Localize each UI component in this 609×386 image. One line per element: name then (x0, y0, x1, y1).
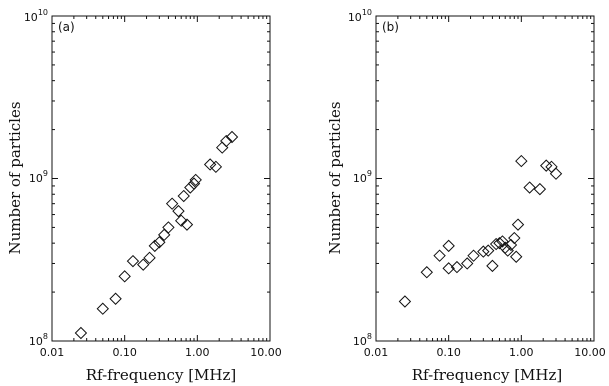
y-axis-label: Number of particles (6, 101, 24, 254)
data-point-diamond (109, 292, 122, 305)
data-point-diamond (467, 249, 480, 262)
x-tick-label-10.00: 10.00 (574, 346, 606, 359)
data-point-diamond (509, 250, 523, 263)
x-tick-labels: 0.01 0.10 1.00 10.00 (40, 346, 282, 359)
y-tick-label-1e10: 1010 (24, 8, 48, 24)
data-point-diamond (398, 295, 412, 308)
y-tick-label-1e9: 109 (353, 169, 372, 185)
data-point-diamond (545, 160, 558, 174)
y-ticks (52, 22, 270, 342)
y-tick-labels: 108 109 1010 (24, 8, 48, 348)
data-point-diamond (189, 173, 202, 187)
plot-frame (375, 15, 595, 342)
x-axis-label: Rf-frequency [MHz] (86, 366, 236, 384)
data-point-diamond (184, 181, 197, 194)
data-point-diamond (511, 218, 525, 231)
x-ticks (51, 16, 268, 341)
x-axis-label: Rf-frequency [MHz] (412, 366, 562, 384)
data-point-diamond (481, 244, 495, 257)
data-point-diamond (177, 189, 190, 203)
data-point-diamond (165, 197, 179, 210)
x-tick-label-10.00: 10.00 (250, 346, 282, 359)
x-ticks (375, 16, 592, 341)
data-point-diamond (220, 134, 233, 148)
data-point-diamond (157, 228, 171, 242)
data-point-diamond (162, 221, 175, 234)
data-point-diamond (137, 258, 150, 271)
data-points (74, 130, 239, 340)
data-point-diamond (143, 251, 156, 265)
data-point-diamond (225, 130, 239, 144)
data-point-diamond (209, 160, 223, 174)
data-point-diamond (477, 245, 490, 258)
data-point-diamond (523, 181, 536, 194)
panel-label: (b) (382, 20, 399, 34)
panel-b: (b) Rf-frequency [MHz] Number of particl… (326, 8, 606, 384)
data-point-diamond (203, 158, 217, 171)
data-point-diamond (74, 326, 88, 340)
data-point-diamond (533, 182, 547, 196)
data-point-diamond (96, 302, 109, 315)
data-point-diamond (549, 167, 563, 180)
data-point-diamond (433, 249, 446, 262)
y-tick-label-1e8: 108 (29, 332, 48, 348)
data-point-diamond (493, 236, 506, 250)
data-point-diamond (450, 260, 464, 274)
x-tick-label-0.10: 0.10 (112, 346, 137, 359)
data-point-diamond (501, 244, 514, 257)
x-tick-label-1.00: 1.00 (509, 346, 534, 359)
y-tick-labels: 108 109 1010 (348, 8, 372, 348)
y-ticks (376, 22, 594, 342)
data-point-diamond (515, 154, 528, 168)
data-point-diamond (153, 236, 166, 249)
x-tick-labels: 0.01 0.10 1.00 10.00 (364, 346, 606, 359)
panel-label: (a) (58, 20, 75, 34)
data-point-diamond (118, 270, 131, 283)
data-point-diamond (148, 239, 162, 253)
data-points (398, 154, 563, 308)
panel-a: (a) Rf-frequency [MHz] Number of particl… (6, 8, 282, 384)
data-point-diamond (180, 218, 194, 231)
y-tick-label-1e9: 109 (29, 169, 48, 185)
data-point-diamond (187, 177, 201, 190)
x-tick-label-1.00: 1.00 (185, 346, 210, 359)
y-tick-label-1e8: 108 (353, 332, 372, 348)
data-point-diamond (126, 254, 140, 268)
data-point-diamond (496, 235, 509, 248)
data-point-diamond (175, 214, 188, 227)
data-point-diamond (442, 239, 455, 253)
data-point-diamond (216, 141, 229, 154)
x-tick-label-0.01: 0.01 (364, 346, 389, 359)
plot-frame (51, 15, 271, 342)
data-point-diamond (420, 266, 433, 279)
x-tick-label-0.01: 0.01 (40, 346, 65, 359)
x-tick-label-0.10: 0.10 (436, 346, 461, 359)
data-point-diamond (461, 257, 474, 270)
y-tick-label-1e10: 1010 (348, 8, 372, 24)
data-point-diamond (508, 231, 521, 245)
y-axis-label: Number of particles (326, 101, 344, 254)
data-point-diamond (540, 159, 553, 172)
data-point-diamond (172, 204, 185, 218)
data-point-diamond (486, 259, 499, 273)
data-point-diamond (489, 237, 503, 251)
